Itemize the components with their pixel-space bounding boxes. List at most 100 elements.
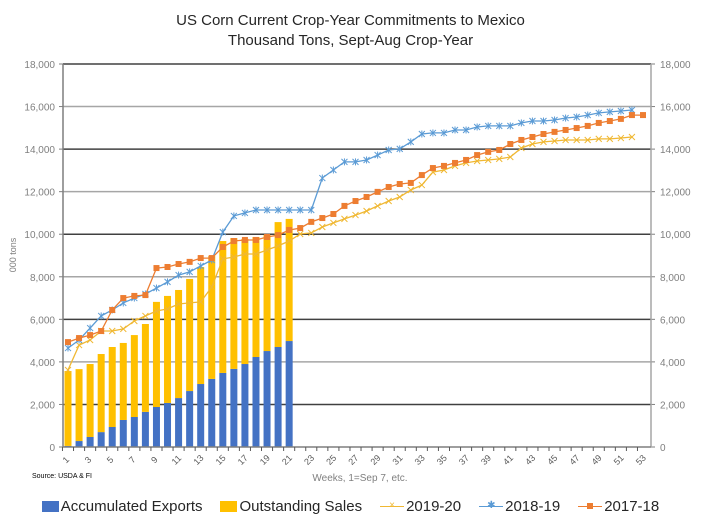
bar-accumulated-exports bbox=[141, 411, 149, 447]
bar-outstanding-sales bbox=[263, 235, 271, 352]
y-axis-label: 000 tons bbox=[8, 237, 18, 273]
bar-accumulated-exports bbox=[175, 398, 183, 447]
bar-outstanding-sales bbox=[285, 218, 293, 342]
point-2017-18 bbox=[297, 225, 304, 232]
point-2018-19 bbox=[540, 117, 547, 125]
point-2017-18 bbox=[540, 131, 547, 138]
legend-swatch-2017-18 bbox=[578, 500, 603, 512]
bar-accumulated-exports bbox=[208, 378, 216, 447]
point-2017-18 bbox=[496, 146, 503, 153]
point-2018-19 bbox=[385, 146, 393, 154]
bar-accumulated-exports bbox=[274, 346, 282, 447]
bar-outstanding-sales bbox=[164, 295, 172, 403]
point-2018-19 bbox=[473, 123, 481, 131]
y-tick-label-right: 0 bbox=[660, 443, 666, 454]
point-2018-19 bbox=[164, 278, 171, 286]
point-2019-20 bbox=[506, 153, 514, 161]
point-2018-19 bbox=[562, 114, 569, 122]
bar-outstanding-sales bbox=[130, 335, 138, 417]
point-2018-19 bbox=[285, 206, 293, 214]
point-2017-18 bbox=[142, 292, 149, 299]
point-2018-19 bbox=[396, 145, 404, 153]
point-2018-19 bbox=[374, 151, 381, 159]
bar-outstanding-sales bbox=[274, 222, 282, 347]
point-2018-19 bbox=[518, 119, 525, 127]
point-2018-19 bbox=[352, 158, 359, 166]
legend-swatch-outstanding-sales bbox=[220, 500, 238, 512]
point-2018-19 bbox=[330, 166, 337, 174]
point-2019-20 bbox=[252, 250, 260, 258]
point-2018-19 bbox=[606, 108, 614, 116]
bar-outstanding-sales bbox=[241, 238, 249, 365]
point-2017-18 bbox=[286, 226, 293, 233]
x-tick-label: 47 bbox=[567, 453, 581, 467]
bar-outstanding-sales bbox=[152, 301, 160, 407]
point-2018-19 bbox=[506, 122, 514, 130]
point-2017-18 bbox=[507, 141, 514, 148]
point-2017-18 bbox=[418, 172, 425, 179]
x-tick-label: 31 bbox=[391, 453, 405, 467]
bar-outstanding-sales bbox=[119, 342, 127, 420]
x-tick-label: 53 bbox=[634, 453, 648, 467]
legend-item-2018-19[interactable]: ✱ 2018-19 bbox=[479, 498, 560, 515]
y-tick-label-right: 18,000 bbox=[660, 60, 691, 71]
point-2017-18 bbox=[65, 339, 71, 346]
point-2018-19 bbox=[617, 107, 625, 115]
point-2018-19 bbox=[252, 206, 260, 214]
point-2017-18 bbox=[98, 328, 105, 335]
point-2018-19 bbox=[341, 158, 348, 166]
bar-accumulated-exports bbox=[197, 384, 205, 447]
point-2019-20 bbox=[208, 283, 216, 291]
point-2018-19 bbox=[495, 122, 503, 130]
y-tick-label-right: 4,000 bbox=[660, 358, 685, 369]
x-tick-label: 41 bbox=[501, 453, 515, 467]
x-tick-label: 21 bbox=[280, 453, 294, 467]
point-2017-18 bbox=[87, 332, 94, 339]
x-tick-label: 51 bbox=[612, 453, 626, 467]
point-2017-18 bbox=[252, 236, 259, 243]
point-2019-20 bbox=[374, 202, 381, 210]
y-tick-label-right: 12,000 bbox=[660, 188, 691, 199]
point-2017-18 bbox=[264, 233, 271, 240]
y-tick-label-left: 8,000 bbox=[30, 273, 55, 284]
chart-title: US Corn Current Crop-Year Commitments to… bbox=[176, 12, 525, 29]
bar-accumulated-exports bbox=[152, 406, 160, 447]
bar-outstanding-sales bbox=[97, 354, 105, 433]
bar-accumulated-exports bbox=[108, 426, 116, 447]
point-2019-20 bbox=[108, 327, 116, 335]
legend-item-2017-18[interactable]: 2017-18 bbox=[578, 498, 659, 515]
legend-swatch-accumulated-exports bbox=[41, 500, 59, 512]
legend-item-accumulated-exports[interactable]: Accumulated Exports bbox=[41, 497, 203, 515]
bar-outstanding-sales bbox=[86, 364, 94, 437]
point-2017-18 bbox=[396, 181, 403, 188]
point-2018-19 bbox=[551, 116, 558, 124]
point-2019-20 bbox=[628, 133, 636, 141]
point-2017-18 bbox=[308, 218, 315, 225]
bar-outstanding-sales bbox=[230, 238, 238, 369]
y-tick-label-left: 18,000 bbox=[24, 60, 55, 71]
legend-item-2019-20[interactable]: × 2019-20 bbox=[380, 498, 461, 515]
point-2019-20 bbox=[285, 237, 293, 245]
point-2019-20 bbox=[153, 307, 160, 315]
point-2017-18 bbox=[374, 188, 381, 195]
point-2019-20 bbox=[197, 298, 205, 306]
bar-accumulated-exports bbox=[252, 356, 260, 447]
bar-accumulated-exports bbox=[230, 368, 238, 447]
point-2018-19 bbox=[307, 206, 315, 214]
legend-label: 2018-19 bbox=[505, 497, 561, 515]
point-2018-19 bbox=[274, 206, 282, 214]
bar-outstanding-sales bbox=[252, 236, 260, 357]
legend-swatch-2018-19: ✱ bbox=[479, 500, 504, 512]
x-tick-label: 23 bbox=[302, 453, 316, 467]
legend-label: Outstanding Sales bbox=[239, 497, 363, 515]
point-2018-19 bbox=[363, 156, 370, 164]
bar-accumulated-exports bbox=[86, 436, 94, 447]
bar-accumulated-exports bbox=[241, 364, 249, 447]
point-2017-18 bbox=[429, 165, 436, 172]
legend-item-outstanding-sales[interactable]: Outstanding Sales bbox=[220, 498, 362, 515]
point-2019-20 bbox=[142, 312, 149, 320]
point-2017-18 bbox=[518, 136, 525, 143]
point-2019-20 bbox=[540, 138, 547, 146]
legend-label: Accumulated Exports bbox=[60, 497, 203, 515]
point-2018-19 bbox=[64, 344, 72, 352]
